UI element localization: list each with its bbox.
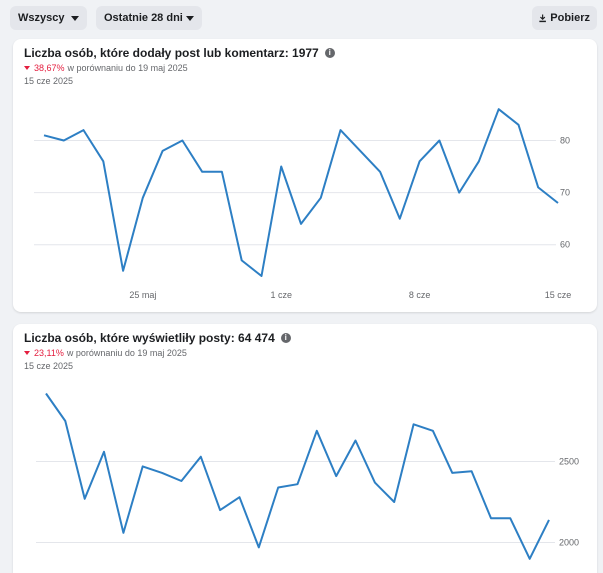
date-label: 15 cze 2025 — [24, 76, 74, 86]
date-label: 15 cze 2025 — [24, 361, 74, 371]
engagement-card: Liczba osób, które dodały post lub komen… — [13, 39, 597, 312]
x-tick-label: 1 cze — [270, 290, 292, 300]
download-button[interactable]: Pobierz — [532, 6, 597, 30]
y-tick-label: 80 — [560, 135, 570, 145]
toolbar: Wszyscy Ostatnie 28 dni Pobierz — [0, 0, 603, 36]
y-tick-label: 70 — [560, 188, 570, 198]
decrease-arrow-icon — [24, 351, 30, 355]
decrease-arrow-icon — [24, 66, 30, 70]
period-filter-label: Ostatnie 28 dni — [104, 12, 183, 24]
comparison-row: 38,67% w porównaniu do 19 maj 2025 — [24, 63, 188, 73]
change-percent: 23,11% — [34, 348, 64, 358]
change-percent: 38,67% — [34, 63, 65, 73]
audience-filter-label: Wszyscy — [18, 12, 65, 24]
info-icon[interactable]: i — [280, 333, 291, 343]
period-filter-dropdown[interactable]: Ostatnie 28 dni — [96, 6, 202, 30]
x-tick-label: 25 maj — [129, 290, 156, 300]
card-title: Liczba osób, które wyświetliły posty: 64… — [24, 331, 291, 345]
download-label: Pobierz — [550, 12, 590, 24]
comparison-text: w porównaniu do 19 maj 2025 — [67, 63, 188, 73]
comparison-row: 23,11% w porównaniu do 19 maj 2025 — [24, 348, 187, 358]
card-title: Liczba osób, które dodały post lub komen… — [24, 46, 335, 60]
y-tick-label: 2000 — [559, 538, 579, 548]
x-tick-label: 8 cze — [409, 290, 431, 300]
comparison-text: w porównaniu do 19 maj 2025 — [66, 348, 187, 358]
card-title-text: Liczba osób, które dodały post lub komen… — [24, 46, 319, 60]
engagement-line-chart: 60 70 80 25 maj 1 cze 8 cze 15 cze — [34, 108, 572, 300]
y-tick-label: 2500 — [559, 457, 579, 467]
info-icon[interactable]: i — [324, 48, 335, 58]
download-icon — [539, 14, 546, 22]
chevron-down-icon — [71, 15, 79, 21]
chevron-down-icon — [186, 15, 194, 21]
y-tick-label: 60 — [560, 240, 570, 250]
series-line — [45, 392, 550, 560]
views-line-chart: 2000 2500 — [36, 392, 579, 560]
series-line — [43, 108, 559, 277]
card-title-text: Liczba osób, które wyświetliły posty: 64… — [24, 331, 275, 345]
views-card: Liczba osób, które wyświetliły posty: 64… — [13, 324, 597, 573]
audience-filter-dropdown[interactable]: Wszyscy — [10, 6, 87, 30]
x-tick-label: 15 cze — [545, 290, 572, 300]
